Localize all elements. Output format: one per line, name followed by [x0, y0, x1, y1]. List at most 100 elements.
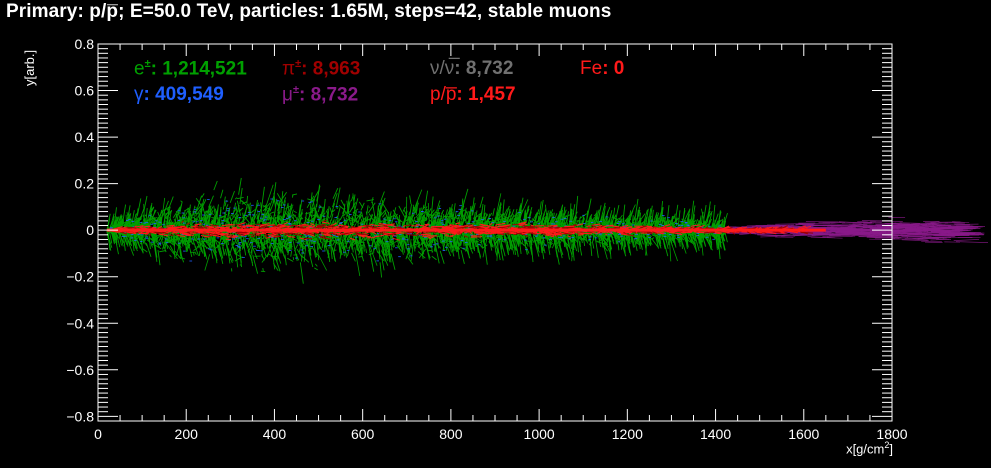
electron-track — [454, 239, 457, 245]
electron-track — [279, 234, 284, 237]
electron-track — [515, 241, 519, 257]
electron-track — [218, 246, 224, 264]
electron-track — [560, 209, 567, 225]
muon-track — [760, 234, 786, 237]
electron-track — [327, 215, 330, 219]
electron-track — [388, 216, 395, 229]
electron-track — [320, 207, 325, 221]
electron-track — [161, 245, 165, 250]
electron-track — [167, 196, 174, 212]
electron-track — [596, 241, 604, 245]
electron-track — [345, 217, 348, 220]
electron-track — [338, 218, 341, 223]
electron-track — [387, 211, 390, 218]
electron-track — [314, 263, 318, 267]
muon-track — [879, 235, 899, 238]
electron-track — [373, 218, 377, 224]
electron-track — [229, 257, 233, 264]
electron-track — [173, 218, 179, 228]
electron-track — [330, 213, 334, 221]
electron-track — [308, 218, 315, 222]
muon-track — [923, 228, 945, 230]
electron-track — [268, 246, 274, 259]
electron-track — [359, 222, 362, 226]
muon-track — [867, 226, 877, 229]
electron-track — [338, 205, 345, 211]
electron-track — [421, 247, 424, 259]
electron-track — [390, 253, 396, 270]
electron-track — [684, 237, 687, 239]
muon-track — [866, 232, 882, 234]
electron-track — [547, 241, 552, 245]
electron-track — [376, 213, 379, 218]
electron-track — [164, 238, 169, 250]
electron-track — [354, 247, 361, 277]
electron-track — [360, 239, 363, 243]
electron-track — [332, 240, 336, 246]
electron-track — [414, 244, 417, 249]
electron-track — [483, 217, 491, 224]
electron-track — [200, 237, 208, 250]
muon-track — [808, 234, 841, 236]
electron-track — [547, 209, 554, 223]
muon-track — [739, 233, 752, 235]
electron-track — [235, 247, 239, 268]
electron-track — [434, 211, 437, 218]
electron-track — [516, 214, 519, 220]
electron-track — [684, 225, 687, 227]
electron-track — [379, 199, 384, 215]
electron-track — [564, 222, 567, 225]
muon-track — [863, 222, 872, 224]
electron-track — [272, 256, 276, 270]
electron-track — [656, 220, 663, 223]
electron-track — [472, 202, 476, 216]
electron-track — [637, 206, 640, 220]
electron-track — [188, 210, 192, 213]
muon-track — [951, 233, 965, 236]
electron-track — [530, 240, 534, 263]
electron-track — [420, 208, 429, 216]
muon-track — [860, 230, 870, 232]
electron-track — [338, 238, 343, 250]
muon-track — [899, 222, 921, 224]
electron-track — [440, 236, 446, 244]
electron-track — [299, 214, 304, 220]
muon-track — [807, 236, 829, 238]
electron-track — [536, 217, 546, 227]
electron-track — [409, 238, 412, 254]
electron-track — [379, 262, 383, 278]
electron-track — [548, 239, 554, 245]
electron-track — [173, 217, 182, 226]
electron-track — [293, 253, 298, 256]
electron-track — [483, 204, 486, 221]
electron-track — [256, 214, 259, 220]
electron-track — [262, 268, 264, 272]
electron-track — [141, 234, 145, 245]
muon-track — [874, 237, 908, 239]
electron-track — [415, 235, 421, 246]
electron-track — [566, 219, 568, 223]
electron-track — [488, 241, 493, 248]
electron-track — [315, 238, 318, 242]
electron-track — [313, 249, 317, 258]
electron-track — [480, 203, 484, 224]
electron-track — [311, 208, 314, 217]
electron-track — [490, 240, 493, 245]
electron-track — [277, 200, 281, 212]
electron-track — [549, 210, 555, 224]
electron-track — [721, 235, 725, 241]
electron-track — [232, 246, 237, 253]
electron-track — [688, 221, 692, 225]
electron-track — [350, 236, 356, 245]
electron-track — [398, 205, 406, 218]
electron-track — [461, 210, 468, 228]
electron-track — [342, 245, 345, 257]
electron-track — [265, 239, 269, 249]
electron-track — [327, 240, 335, 243]
electron-track — [567, 239, 571, 246]
electron-track — [600, 231, 611, 253]
electron-track — [291, 220, 293, 226]
electron-track — [146, 239, 154, 246]
electron-track — [518, 212, 521, 220]
electron-track — [572, 234, 576, 244]
